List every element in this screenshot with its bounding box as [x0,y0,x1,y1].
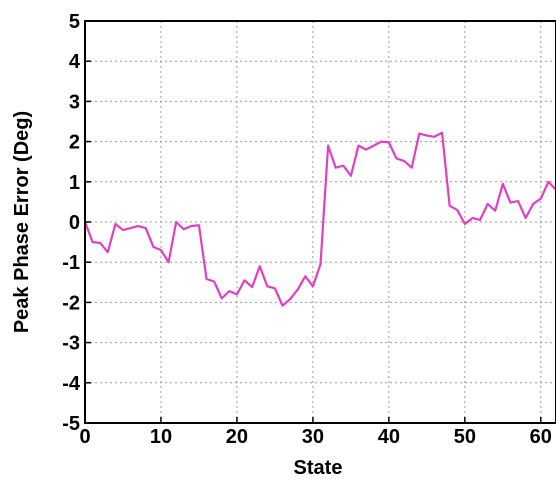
x-tick-labels: 0 10 20 30 40 50 60 [79,426,551,448]
x-tick-label: 40 [378,426,400,448]
y-tick-label: -1 [62,252,80,274]
y-tick-label: 0 [69,212,80,234]
x-tick-label: 0 [79,426,90,448]
y-tick-label: 2 [69,132,80,154]
y-tick-label: -4 [62,373,81,395]
series-line-0 [83,131,556,307]
y-tick-labels: -5 -4 -3 -2 -1 0 1 2 3 4 5 [62,11,81,435]
y-axis-title: Peak Phase Error (Deg) [11,111,33,333]
x-tick-label: 20 [226,426,248,448]
y-tick-label: 1 [69,172,80,194]
x-tick-label: 50 [454,426,476,448]
y-tick-label: -2 [62,292,80,314]
y-tick-label: -3 [62,333,80,355]
x-axis-title: State [294,457,343,479]
series-layer [83,131,556,307]
x-tick-label: 10 [150,426,172,448]
x-tick-label: 30 [302,426,324,448]
grid [85,21,556,423]
y-tick-label: -5 [62,413,80,435]
y-tick-label: 4 [69,51,81,73]
y-tick-label: 3 [69,91,80,113]
y-tick-label: 5 [69,11,80,33]
x-tick-label: 60 [530,426,552,448]
ticks [84,20,542,424]
